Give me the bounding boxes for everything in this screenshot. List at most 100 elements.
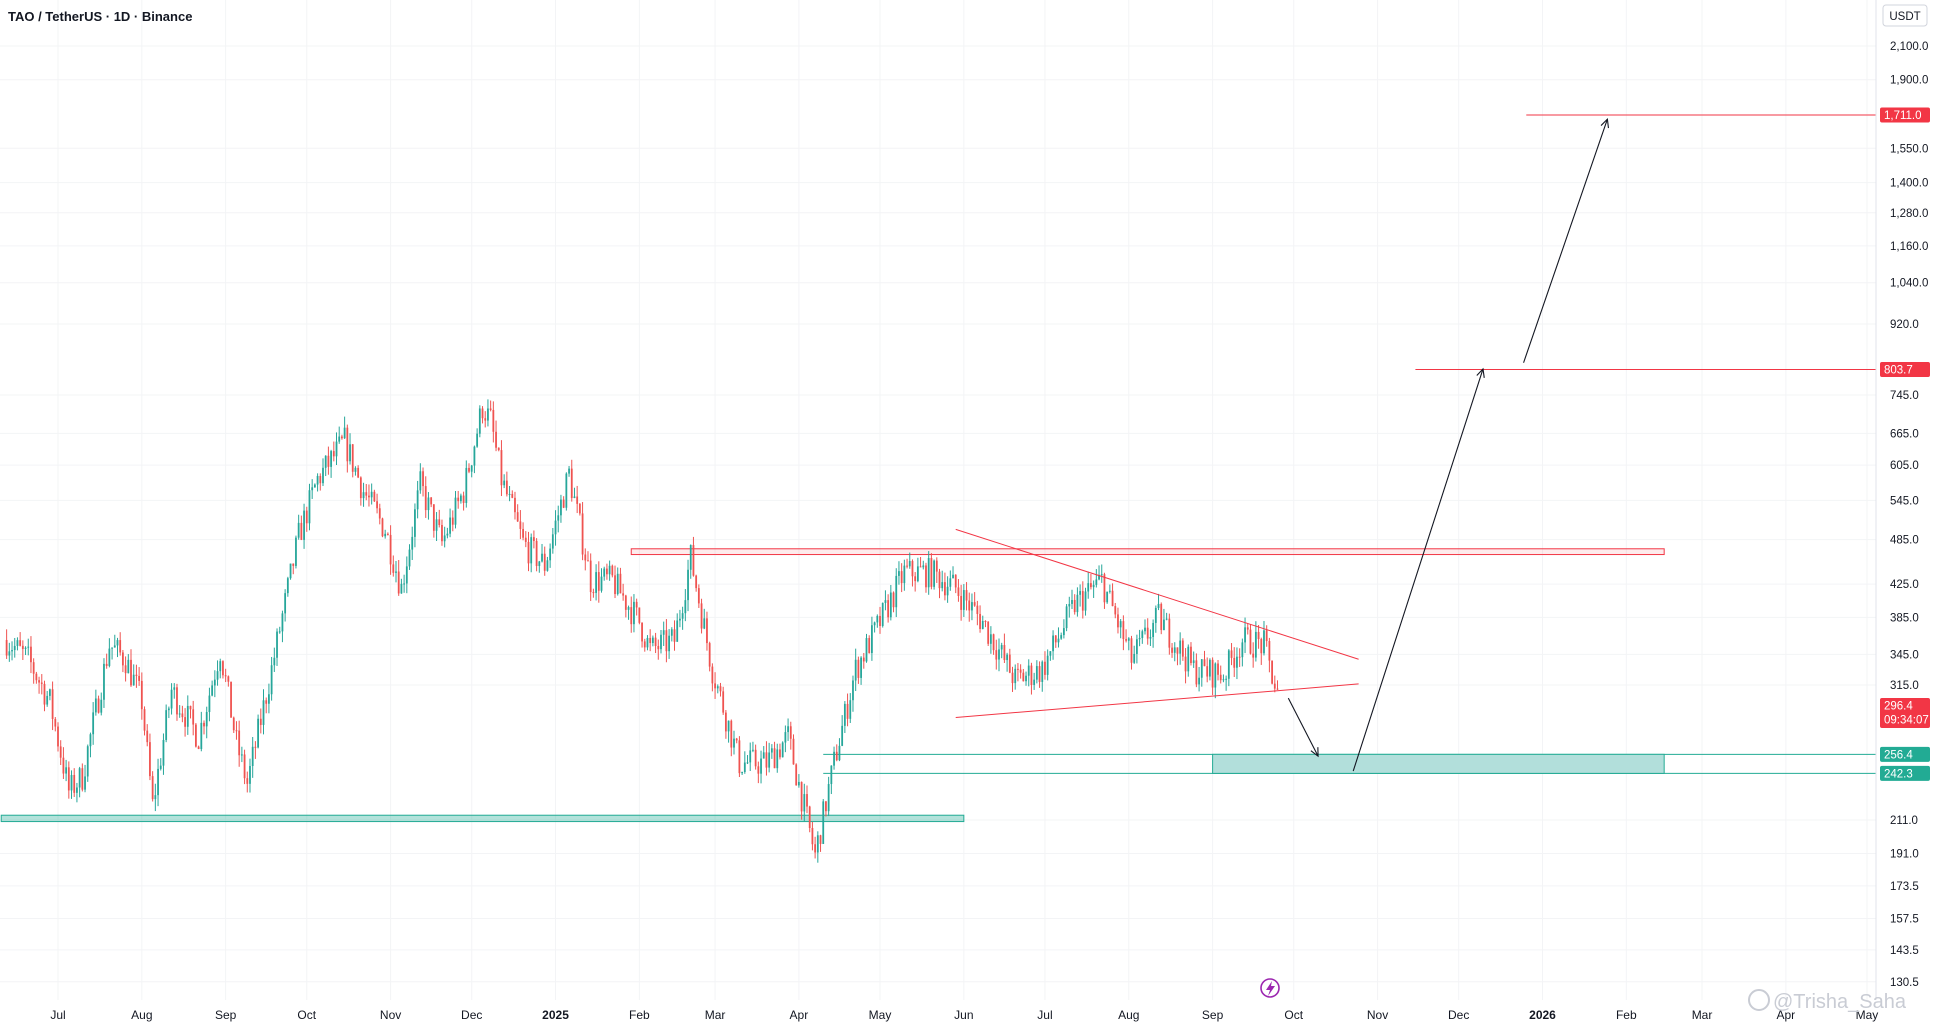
candle: [205, 706, 208, 739]
candle-body: [46, 695, 49, 705]
lightning-icon[interactable]: [1260, 978, 1280, 998]
candle: [213, 670, 216, 698]
candle: [319, 473, 322, 491]
candle: [1230, 643, 1233, 666]
candle-body: [222, 661, 224, 676]
currency-button[interactable]: USDT: [1882, 4, 1928, 27]
candle-body: [960, 595, 963, 610]
price-tick-label: 173.5: [1890, 881, 1919, 893]
candle: [1195, 653, 1198, 688]
arrow-head: [1600, 117, 1610, 129]
candle: [292, 563, 295, 575]
candle-body: [706, 618, 708, 644]
candle: [868, 635, 871, 654]
candle-body: [1222, 679, 1225, 681]
candle: [424, 476, 427, 518]
candle-body: [841, 725, 844, 746]
candle-body: [297, 522, 300, 538]
price-tick-label: 485.0: [1890, 535, 1919, 547]
candle: [259, 708, 262, 734]
candle: [13, 637, 16, 658]
candle: [273, 647, 276, 672]
candle-body: [508, 493, 511, 495]
candle: [1157, 593, 1160, 611]
candle-body: [1003, 645, 1006, 661]
candle: [192, 700, 195, 736]
candle-body: [635, 601, 638, 608]
candle-body: [1111, 590, 1114, 607]
candle: [489, 400, 492, 412]
candle-body: [787, 726, 789, 733]
candle: [1117, 607, 1119, 634]
candle-body: [92, 712, 95, 735]
candle-body: [630, 607, 633, 625]
candle: [240, 746, 243, 763]
candle: [254, 741, 257, 759]
candle: [962, 584, 965, 617]
candle-body: [1119, 621, 1122, 628]
candle: [159, 758, 162, 771]
candle-body: [944, 582, 946, 596]
candle-body: [135, 674, 138, 676]
candle: [1176, 647, 1179, 666]
candle: [1241, 638, 1244, 667]
candle: [373, 489, 376, 503]
candle-body: [1068, 603, 1071, 607]
candle-body: [1133, 653, 1136, 663]
candle: [395, 560, 397, 583]
candle: [89, 732, 92, 758]
candle-body: [573, 496, 576, 499]
candle-body: [1081, 591, 1084, 611]
candle: [627, 605, 630, 620]
candle: [243, 749, 246, 785]
candle: [1146, 618, 1149, 645]
candle-body: [681, 613, 684, 619]
candle: [984, 620, 987, 628]
candle-body: [230, 681, 232, 718]
target-tag-803-bg: [1880, 362, 1930, 378]
candle-body: [833, 751, 835, 766]
candle: [1092, 580, 1095, 598]
candle: [822, 799, 825, 845]
candle-body: [487, 408, 489, 421]
candle-body: [24, 647, 27, 649]
candle: [232, 716, 235, 734]
time-tick-label: Sep: [215, 1008, 237, 1022]
candle-body: [703, 618, 706, 629]
candle-body: [1219, 674, 1222, 681]
candle: [865, 633, 868, 663]
candle-body: [1090, 583, 1092, 588]
candle: [922, 560, 925, 570]
candle: [789, 721, 792, 750]
candle-body: [205, 712, 208, 727]
candle-body: [130, 659, 132, 686]
candle: [1130, 635, 1133, 670]
candle-body: [376, 501, 378, 509]
candle-body: [249, 766, 251, 784]
candle-body: [254, 746, 257, 748]
candle-body: [1022, 672, 1025, 682]
candle-body: [449, 517, 451, 534]
candle-body: [757, 766, 760, 774]
candle-body: [760, 758, 762, 774]
candle: [1060, 632, 1063, 640]
price-axis[interactable]: 2,100.0 1,900.0 1,550.0 1,400.0 1,280.0 1,160…: [1875, 0, 1928, 1000]
candle: [784, 725, 787, 753]
candle-body: [538, 561, 541, 566]
candle: [289, 563, 292, 580]
time-axis[interactable]: Jul Aug Sep Oct Nov Dec 2025 Feb Mar Apr May Jun Jul…: [50, 1008, 1878, 1022]
candle: [1214, 662, 1217, 699]
candle-body: [1076, 594, 1079, 613]
candle-body: [362, 492, 365, 499]
candle: [392, 555, 395, 577]
candle: [505, 471, 508, 497]
candle: [665, 619, 668, 663]
candle-body: [119, 640, 122, 653]
candle: [1041, 660, 1044, 692]
candle: [143, 706, 146, 736]
candle-body: [806, 794, 808, 807]
candle-body: [1233, 657, 1236, 668]
candle-body: [497, 447, 500, 451]
candle-body: [1265, 630, 1268, 642]
